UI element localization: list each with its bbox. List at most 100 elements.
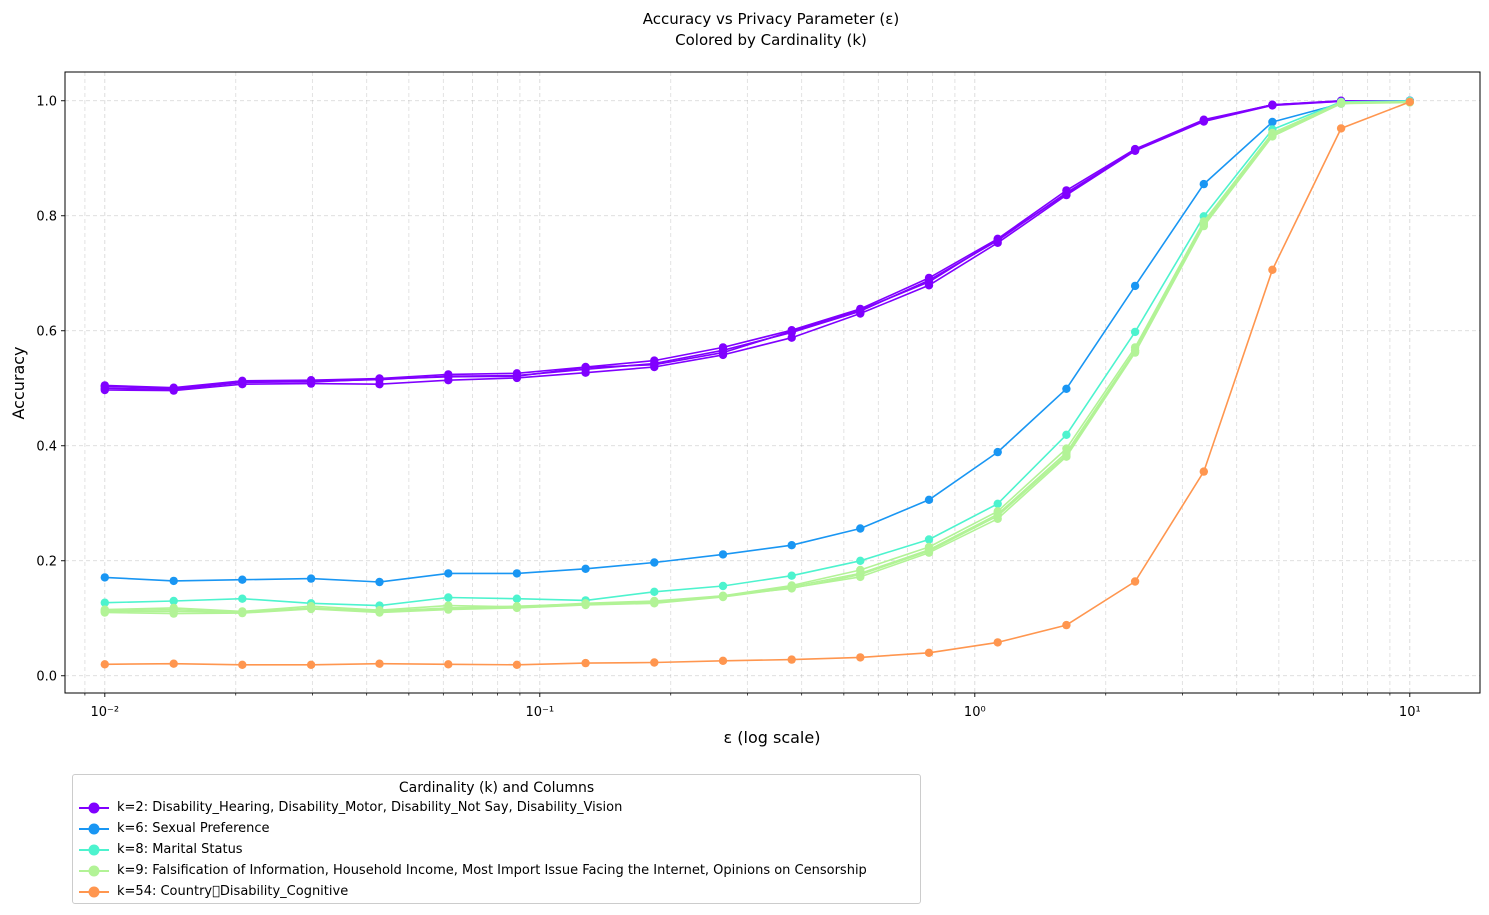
x-axis-label: ε (log scale) (724, 728, 821, 747)
data-point (238, 607, 247, 617)
data-point (856, 524, 865, 533)
x-tick-label: 10⁰ (964, 705, 986, 720)
data-point (306, 574, 316, 583)
data-point (993, 638, 1002, 647)
data-point (1199, 179, 1209, 189)
data-point (650, 598, 659, 607)
data-point (924, 648, 934, 657)
series-k9 (100, 97, 1415, 616)
data-point (1130, 577, 1140, 586)
data-point (924, 277, 934, 287)
data-point (856, 556, 865, 565)
data-point (169, 576, 178, 586)
legend-swatch (79, 844, 109, 856)
data-point (1130, 145, 1140, 154)
data-point (787, 655, 796, 664)
data-point (581, 658, 590, 668)
legend-swatch (79, 886, 109, 898)
data-point (1199, 467, 1209, 476)
chart-title: Accuracy vs Privacy Parameter (ε) (643, 10, 899, 28)
legend-swatch-marker (88, 865, 100, 877)
x-tick-label: 10¹ (1399, 705, 1421, 720)
data-point (787, 333, 796, 342)
data-point (444, 372, 453, 381)
data-point (1268, 100, 1277, 110)
data-point (1336, 124, 1346, 133)
data-point (650, 587, 659, 596)
legend-entry-label: k=8: Marital Status (117, 842, 243, 857)
data-point (718, 348, 728, 357)
data-point (718, 656, 728, 665)
y-tick-label: 0.4 (36, 439, 57, 454)
data-point (1130, 281, 1140, 291)
data-point (1405, 97, 1415, 107)
data-point (1199, 220, 1209, 229)
data-point (444, 593, 453, 602)
data-point (787, 541, 796, 550)
data-point (169, 384, 178, 393)
data-point (512, 660, 522, 669)
data-point (581, 363, 590, 372)
data-point (581, 564, 590, 573)
data-point (1062, 384, 1071, 393)
data-point (924, 495, 934, 504)
data-point (718, 591, 728, 600)
series-k9 (100, 98, 1415, 618)
data-point (238, 377, 247, 387)
data-point (512, 372, 522, 381)
data-point (787, 584, 796, 593)
series-k2 (100, 96, 1415, 394)
data-point (1268, 131, 1277, 140)
data-point (650, 658, 659, 667)
data-point (238, 575, 247, 584)
data-point (512, 603, 522, 612)
ticks: 10⁻² 10⁻¹ 10⁰ 10¹ 0.0 0.2 0.4 0.6 0.8 1.0 (36, 94, 1420, 720)
data-point (100, 598, 110, 607)
data-point (444, 660, 453, 669)
y-tick-label: 0.6 (36, 324, 57, 339)
chart-subtitle: Colored by Cardinality (k) (675, 31, 867, 49)
series-k2 (100, 96, 1415, 393)
legend-swatch (79, 865, 109, 877)
data-point (718, 581, 728, 591)
plot-frame (64, 71, 1481, 694)
data-point (375, 659, 384, 668)
y-tick-label: 0.2 (36, 554, 57, 569)
legend-entry-label: k=6: Sexual Preference (117, 821, 270, 836)
series-k2 (100, 96, 1415, 395)
legend-swatch-marker (88, 844, 100, 856)
data-point (993, 499, 1002, 508)
data-point (1062, 430, 1071, 439)
legend-entry: k=2: Disability_Hearing, Disability_Moto… (73, 797, 920, 818)
series-line (104, 101, 1410, 615)
series-line (104, 101, 1410, 613)
data-point (1130, 327, 1140, 337)
legend-title: Cardinality (k) and Columns (398, 780, 595, 796)
data-point (169, 596, 178, 606)
y-tick-label: 0.8 (36, 209, 57, 224)
series-k8 (100, 96, 1415, 610)
series-line (104, 101, 1410, 614)
data-point (856, 570, 865, 579)
data-point (100, 382, 110, 391)
data-point (993, 447, 1002, 457)
series-line (104, 100, 1410, 392)
data-point (924, 535, 934, 544)
series-line (104, 100, 1410, 583)
data-point (1268, 265, 1277, 274)
data-point (1199, 116, 1209, 125)
data-point (375, 577, 384, 587)
data-point (993, 235, 1002, 244)
data-point (306, 377, 316, 387)
legend-swatch-marker (88, 886, 100, 898)
legend-entry-label: k=2: Disability_Hearing, Disability_Moto… (117, 800, 623, 815)
data-point (856, 305, 865, 315)
series-k2 (100, 96, 1415, 392)
y-axis-label: Accuracy (9, 346, 28, 419)
legend-entry-label: k=9: Falsification of Information, House… (117, 863, 867, 878)
data-point (375, 606, 384, 615)
data-point (1062, 620, 1071, 630)
series-line (104, 100, 1410, 607)
legend-swatch (79, 823, 109, 835)
